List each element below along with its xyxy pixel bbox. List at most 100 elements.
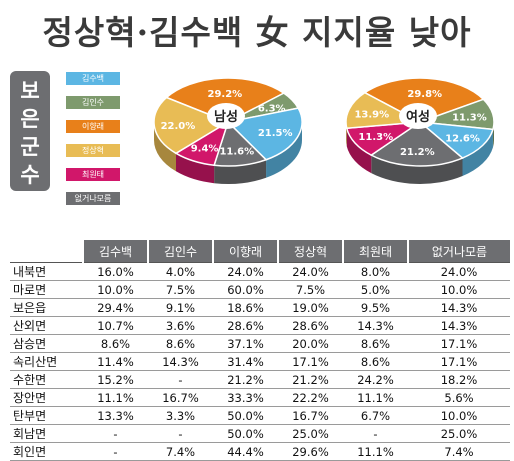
pie-slice-이향래	[363, 77, 485, 123]
pie-side-최원태	[176, 153, 215, 184]
table-cell: 16.0%	[83, 262, 148, 281]
pie-slice-정상혁	[153, 96, 230, 155]
table-row-label: 산외면	[10, 316, 83, 335]
table-row: 내북면 16.0% 4.0% 24.0% 24.0% 8.0% 24.0%	[10, 262, 510, 281]
table-cell: 16.7%	[148, 388, 213, 407]
table-cell: 16.7%	[278, 406, 343, 425]
pie-value-label: 13.9%	[354, 110, 389, 121]
table-cell: 10.7%	[83, 316, 148, 335]
region-char: 수	[20, 163, 40, 187]
table-row-label: 수한면	[10, 370, 83, 389]
pie-value-label: 11.6%	[219, 147, 254, 158]
table-row-label: 내북면	[10, 262, 83, 281]
page-title: 정상혁·김수백 女 지지율 낮아	[42, 13, 472, 52]
table-cell: -	[148, 424, 213, 443]
pie-value-label: 21.5%	[258, 128, 293, 139]
table-row: 장안면 11.1% 16.7% 33.3% 22.2% 11.1% 5.6%	[10, 388, 510, 407]
table-cell: 15.2%	[83, 370, 148, 389]
table-cell: 21.2%	[213, 370, 278, 389]
table-cell: 8.6%	[343, 352, 408, 371]
table-cell: 11.4%	[83, 352, 148, 371]
table-cell: 24.2%	[343, 370, 408, 389]
table-cell: 5.0%	[343, 280, 408, 299]
table-row-label: 탄부면	[10, 406, 83, 425]
pie-side-김수백	[266, 122, 302, 178]
table-cell: 8.6%	[343, 334, 408, 353]
table-cell: 25.0%	[408, 424, 510, 443]
pie-value-label: 6.3%	[258, 104, 286, 115]
pie-value-label: 11.3%	[358, 132, 393, 143]
pie-title: 남성	[214, 109, 238, 125]
table-row: 수한면 15.2% -21.2% 21.2% 24.2% 18.2%	[10, 370, 510, 389]
table-cell: 19.0%	[278, 298, 343, 317]
table-cell: 24.0%	[213, 262, 278, 281]
pie-slice-김수백	[226, 107, 303, 161]
table-row: 회인면 -7.4% 44.4% 29.6% 11.1% 7.4%	[10, 442, 510, 461]
table-cell: 7.4%	[148, 442, 213, 461]
pie-title: 여성	[406, 109, 430, 125]
table-cell: 4.0%	[148, 262, 213, 281]
table-cell: 60.0%	[213, 280, 278, 299]
table-cell: 7.5%	[148, 280, 213, 299]
table-row-label: 마로면	[10, 280, 83, 299]
table-cell: 14.3%	[408, 316, 510, 335]
table-cell: 6.7%	[343, 406, 408, 425]
pie-slice-이향래	[165, 77, 286, 123]
table-corner	[10, 240, 83, 263]
legend-item-3: 정상혁	[66, 144, 120, 157]
table-row-label: 삼승면	[10, 334, 83, 353]
region-char: 군	[20, 135, 40, 159]
table-cell: 20.0%	[278, 334, 343, 353]
table-cell: 10.0%	[408, 280, 510, 299]
region-char: 보	[20, 79, 40, 103]
pie-side-정상혁	[154, 122, 177, 172]
table-cell: -	[83, 424, 148, 443]
chart-legend: 김수백 김인수 이향래 정상혁 최원태 없거나모름	[66, 72, 126, 216]
table-cell: 10.0%	[83, 280, 148, 299]
table-row: 회남면 - -50.0% 25.0% -25.0%	[10, 424, 510, 443]
pie-side-없거나모름	[371, 155, 463, 184]
table-row: 탄부면 13.3% 3.3% 50.0% 16.7% 6.7% 10.0%	[10, 406, 510, 425]
pie-center-badge	[399, 103, 437, 129]
legend-item-1: 김인수	[66, 96, 120, 109]
table-cell: 14.3%	[148, 352, 213, 371]
table-body: 내북면 16.0% 4.0% 24.0% 24.0% 8.0% 24.0% 마로면 10.0% 7…	[10, 262, 510, 461]
table-cell: 50.0%	[213, 424, 278, 443]
table-cell: 3.6%	[148, 316, 213, 335]
pie-value-label: 29.2%	[207, 89, 242, 100]
table-cell: 3.3%	[148, 406, 213, 425]
table-row-label: 보은읍	[10, 298, 83, 317]
table-cell: 31.4%	[213, 352, 278, 371]
table-cell: 21.2%	[278, 370, 343, 389]
table-cell: 11.1%	[343, 388, 408, 407]
legend-item-0: 김수백	[66, 72, 120, 85]
table-cell: 17.1%	[408, 352, 510, 371]
region-char: 은	[20, 107, 40, 131]
table-row: 속리산면 11.4% 14.3% 31.4% 17.1% 8.6% 17.1%	[10, 352, 510, 371]
pie-slice-없거나모름	[369, 121, 464, 167]
table-header-row: 김수백 김인수 이향래 정상혁 최원태 없거나모름	[10, 240, 510, 263]
pie-1: 29.8% 11.3% 12.6% 21.2% 11.3% 13.9% 여성	[345, 77, 495, 184]
table-row: 마로면 10.0% 7.5% 60.0% 7.5% 5.0% 10.0%	[10, 280, 510, 299]
table-cell: 18.6%	[213, 298, 278, 317]
table-column-header: 최원태	[342, 240, 408, 263]
table-cell: 28.6%	[278, 316, 343, 335]
table-cell: 9.1%	[148, 298, 213, 317]
table-row-label: 속리산면	[10, 352, 83, 371]
pie-value-label: 29.8%	[407, 89, 442, 100]
table-row-label: 회남면	[10, 424, 83, 443]
table-row: 산외면 10.7% 3.6% 28.6% 28.6% 14.3% 14.3%	[10, 316, 510, 335]
table-cell: 14.3%	[343, 316, 408, 335]
table-column-header: 정상혁	[277, 240, 343, 263]
table-cell: 14.3%	[408, 298, 510, 317]
table-cell: 29.6%	[278, 442, 343, 461]
pie-side-없거나모름	[214, 159, 267, 184]
pie-center-badge	[207, 103, 245, 129]
table-cell: 33.3%	[213, 388, 278, 407]
table-cell: 7.5%	[278, 280, 343, 299]
table-column-header: 김수백	[82, 240, 148, 263]
table-cell: 8.0%	[343, 262, 408, 281]
pie-charts: 29.2% 6.3% 21.5% 11.6%9.4% 22.0% 남성 29.8% 11.3%…	[153, 77, 495, 184]
table-cell: -	[343, 424, 408, 443]
